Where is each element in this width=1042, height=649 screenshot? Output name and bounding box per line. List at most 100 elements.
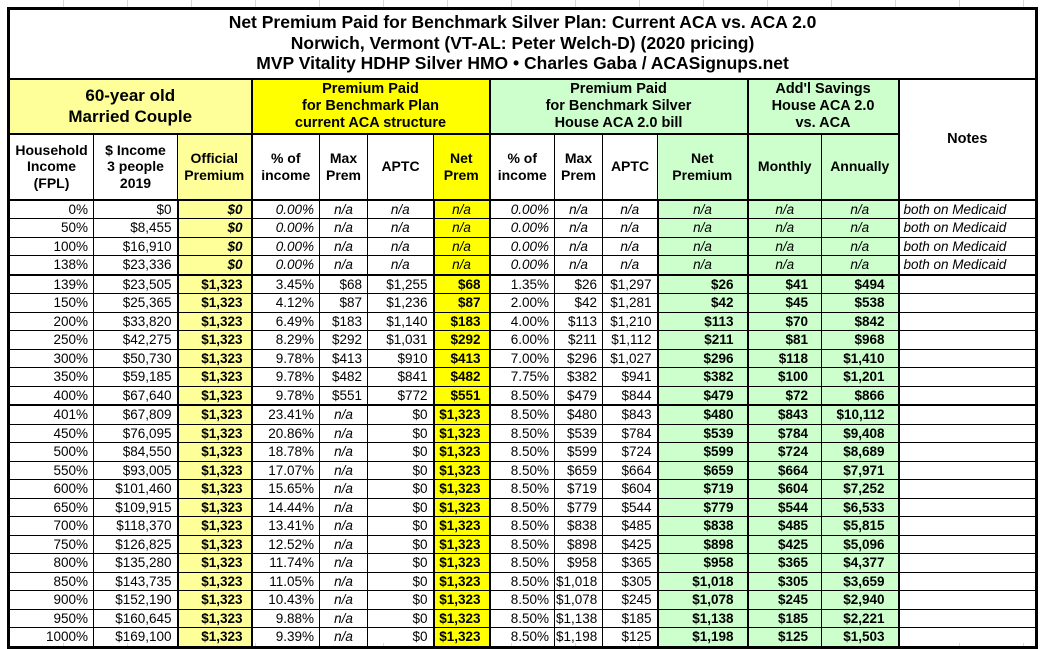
cell-aca-aptc: $0 <box>367 404 434 425</box>
cell-fpl: 450% <box>8 423 94 443</box>
cell-fpl: 900% <box>8 590 94 610</box>
cell-aca-aptc: n/a <box>367 199 434 219</box>
column-header-income: $ Income 3 people 2019 <box>93 133 178 201</box>
cell-notes: both on Medicaid <box>897 218 1038 238</box>
cell-official-premium: $1,323 <box>176 367 253 387</box>
cell-aca2-max-prem: $599 <box>554 442 603 462</box>
table-row: 900% $152,190 $1,323 10.43% n/a $0 $1,323 8.50%… <box>8 590 1038 610</box>
cell-aca2-pct-income: 8.50% <box>489 442 555 462</box>
table-row: 139% $23,505 $1,323 3.45% $68 $1,255 $68 1.35% $… <box>8 274 1038 294</box>
cell-savings-annually: n/a <box>821 218 900 238</box>
column-header-official-premium: Official Premium <box>177 133 253 201</box>
cell-aca2-pct-income: 8.50% <box>489 553 555 573</box>
cell-income: $16,910 <box>93 236 178 256</box>
cell-fpl: 150% <box>8 293 94 313</box>
cell-aca-aptc: n/a <box>367 236 434 256</box>
cell-fpl: 139% <box>8 274 94 294</box>
cell-savings-monthly: $81 <box>747 330 822 350</box>
cell-aca2-pct-income: 8.50% <box>489 385 555 406</box>
cell-aca2-pct-income: 8.50% <box>489 423 555 443</box>
cell-aca-max-prem: $292 <box>319 330 368 350</box>
cell-notes: both on Medicaid <box>897 236 1038 256</box>
cell-savings-monthly: $41 <box>747 274 822 294</box>
cell-aca-pct-income: 3.45% <box>251 274 320 294</box>
cell-notes <box>897 534 1038 554</box>
cell-aca-max-prem: n/a <box>319 590 368 610</box>
cell-official-premium: $1,323 <box>176 348 253 368</box>
cell-income: $67,809 <box>93 404 178 425</box>
cell-aca2-pct-income: 8.50% <box>489 627 555 648</box>
cell-aca-net-prem: $292 <box>432 330 491 350</box>
cell-savings-annually: n/a <box>821 199 900 219</box>
cell-aca2-max-prem: $211 <box>554 330 603 350</box>
cell-notes <box>897 330 1038 350</box>
cell-aca-max-prem: n/a <box>319 255 368 276</box>
cell-aca-aptc: $1,255 <box>367 274 434 294</box>
cell-aca2-net-premium: $1,018 <box>656 571 749 591</box>
cell-aca-max-prem: $87 <box>319 293 368 313</box>
cell-aca-net-prem: $1,323 <box>432 460 491 480</box>
cell-aca2-pct-income: 0.00% <box>489 218 555 238</box>
cell-aca2-aptc: $245 <box>602 590 658 610</box>
cell-official-premium: $0 <box>176 218 253 238</box>
cell-aca-net-prem: $551 <box>432 385 491 406</box>
column-header-aca2-max-prem: Max Prem <box>554 133 603 201</box>
cell-aca-max-prem: n/a <box>319 423 368 443</box>
cell-aca2-pct-income: 0.00% <box>489 255 555 276</box>
cell-aca-max-prem: $551 <box>319 385 368 406</box>
cell-income: $76,095 <box>93 423 178 443</box>
cell-fpl: 700% <box>8 516 94 536</box>
cell-official-premium: $1,323 <box>176 460 253 480</box>
data-rows: 0% $0 $0 0.00% n/a n/a n/a 0.00% n/a n/a n/a n/a n/a… <box>8 199 1038 648</box>
cell-aca2-max-prem: $42 <box>554 293 603 313</box>
cell-official-premium: $1,323 <box>176 553 253 573</box>
cell-notes <box>897 274 1038 294</box>
cell-aca-max-prem: n/a <box>319 534 368 554</box>
cell-fpl: 800% <box>8 553 94 573</box>
table-row: 500% $84,550 $1,323 18.78% n/a $0 $1,323 8.50% $… <box>8 442 1038 462</box>
column-header-savings-monthly: Monthly <box>747 133 822 201</box>
cell-aca-aptc: $0 <box>367 627 434 648</box>
cell-savings-annually: $8,689 <box>821 442 900 462</box>
cell-aca2-aptc: $1,027 <box>602 348 658 368</box>
cell-aca2-aptc: $485 <box>602 516 658 536</box>
cell-aca2-net-premium: $1,078 <box>656 590 749 610</box>
cell-income: $101,460 <box>93 479 178 499</box>
cell-savings-annually: $7,252 <box>821 479 900 499</box>
cell-notes <box>897 553 1038 573</box>
table-row: 800% $135,280 $1,323 11.74% n/a $0 $1,323 8.50%… <box>8 553 1038 573</box>
cell-savings-monthly: $425 <box>747 534 822 554</box>
cell-savings-monthly: $305 <box>747 571 822 591</box>
benchmark-premium-table: Net Premium Paid for Benchmark Silver Pl… <box>7 7 1039 649</box>
cell-savings-monthly: $45 <box>747 293 822 313</box>
title-line-2: Norwich, Vermont (VT-AL: Peter Welch-D) … <box>290 32 755 53</box>
cell-aca2-max-prem: $1,018 <box>554 571 603 591</box>
cell-aca-max-prem: n/a <box>319 571 368 591</box>
table-row: 50% $8,455 $0 0.00% n/a n/a n/a 0.00% n/a n/a n/a n… <box>8 218 1038 238</box>
cell-savings-monthly: $724 <box>747 442 822 462</box>
cell-aca2-net-premium: $898 <box>656 534 749 554</box>
table-row: 200% $33,820 $1,323 6.49% $183 $1,140 $183 4.00… <box>8 311 1038 331</box>
cell-notes <box>897 590 1038 610</box>
cell-aca-net-prem: $1,323 <box>432 404 491 425</box>
cell-income: $42,275 <box>93 330 178 350</box>
cell-aca2-aptc: $724 <box>602 442 658 462</box>
cell-aca-aptc: $841 <box>367 367 434 387</box>
table-row: 150% $25,365 $1,323 4.12% $87 $1,236 $87 2.00% $… <box>8 293 1038 313</box>
cell-aca2-net-premium: $599 <box>656 442 749 462</box>
cell-aca2-max-prem: $296 <box>554 348 603 368</box>
cell-aca2-aptc: $941 <box>602 367 658 387</box>
cell-aca-aptc: $1,140 <box>367 311 434 331</box>
cell-aca2-net-premium: $659 <box>656 460 749 480</box>
cell-official-premium: $1,323 <box>176 404 253 425</box>
cell-aca-net-prem: $87 <box>432 293 491 313</box>
cell-aca2-max-prem: $113 <box>554 311 603 331</box>
cell-official-premium: $1,323 <box>176 423 253 443</box>
cell-aca-pct-income: 8.29% <box>251 330 320 350</box>
cell-official-premium: $1,323 <box>176 330 253 350</box>
cell-aca2-max-prem: $838 <box>554 516 603 536</box>
cell-savings-annually: $4,377 <box>821 553 900 573</box>
cell-aca-pct-income: 9.78% <box>251 385 320 406</box>
cell-notes <box>897 608 1038 628</box>
cell-notes: both on Medicaid <box>897 255 1038 276</box>
